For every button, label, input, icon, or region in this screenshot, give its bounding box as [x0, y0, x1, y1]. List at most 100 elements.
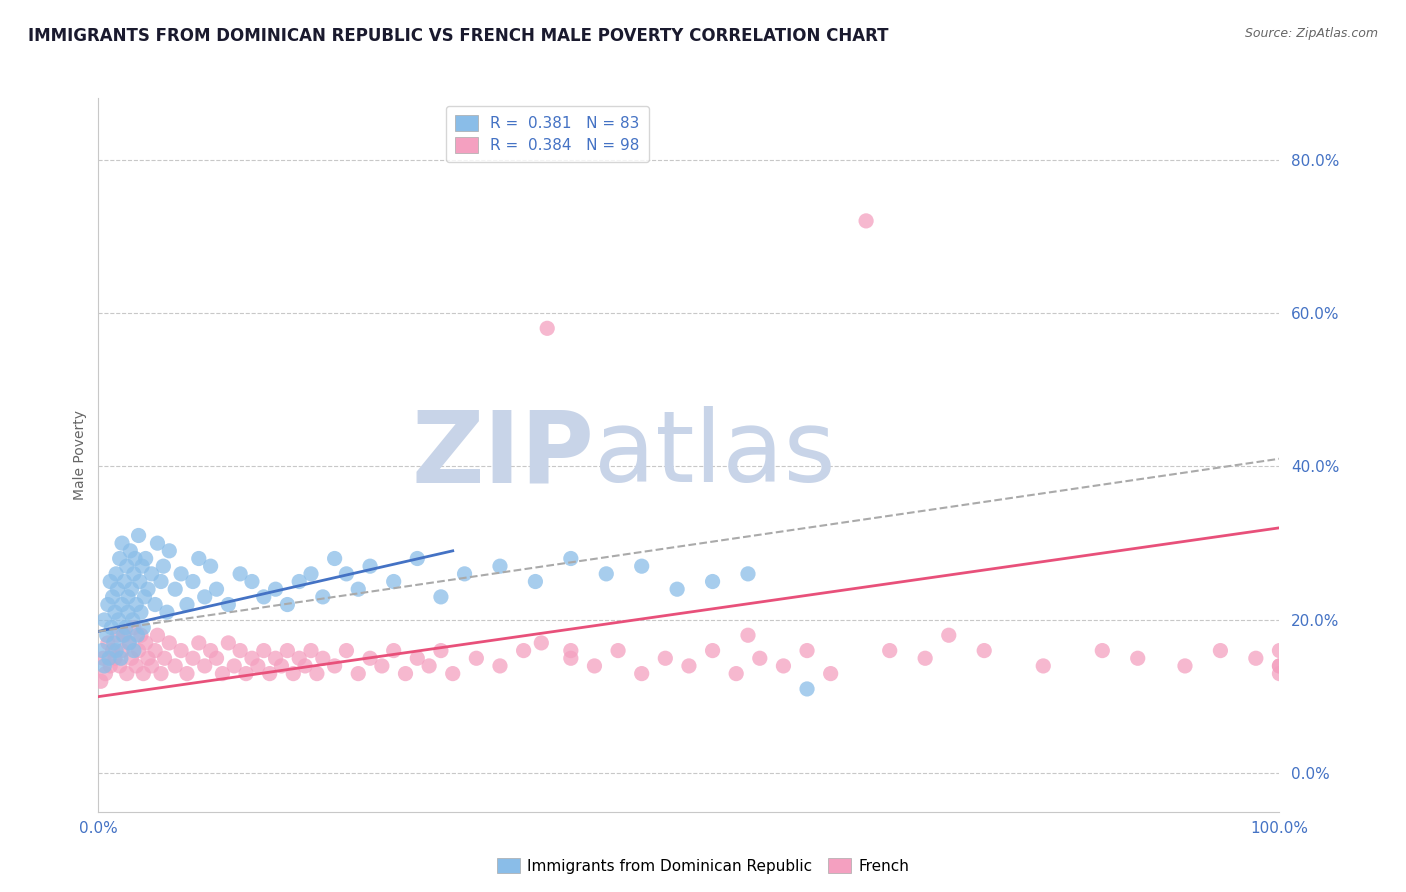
Point: [299, 643, 322, 657]
Point: [94, 666, 117, 681]
Point: [737, 628, 759, 642]
Point: [98, 659, 121, 673]
Point: [97, 598, 120, 612]
Point: [170, 643, 193, 657]
Point: [453, 566, 475, 581]
Point: [560, 643, 582, 657]
Point: [394, 666, 416, 681]
Point: [187, 636, 209, 650]
Point: [112, 574, 135, 589]
Point: [165, 582, 187, 597]
Point: [136, 582, 159, 597]
Point: [187, 551, 209, 566]
Point: [153, 651, 176, 665]
Point: [211, 666, 233, 681]
Point: [530, 636, 553, 650]
Point: [181, 574, 204, 589]
Point: [1244, 651, 1267, 665]
Point: [1091, 643, 1114, 657]
Point: [91, 651, 114, 665]
Point: [121, 582, 143, 597]
Point: [131, 559, 153, 574]
Point: [90, 674, 112, 689]
Point: [607, 643, 630, 657]
Point: [150, 666, 173, 681]
Text: atlas: atlas: [595, 407, 837, 503]
Point: [157, 636, 180, 650]
Point: [104, 651, 127, 665]
Point: [240, 651, 263, 665]
Point: [702, 574, 724, 589]
Point: [430, 643, 453, 657]
Point: [465, 651, 488, 665]
Point: [382, 574, 405, 589]
Point: [101, 590, 124, 604]
Point: [122, 621, 145, 635]
Point: [820, 666, 842, 681]
Point: [312, 651, 335, 665]
Point: [240, 574, 263, 589]
Point: [288, 574, 311, 589]
Point: [418, 659, 440, 673]
Point: [299, 566, 322, 581]
Point: [347, 582, 370, 597]
Point: [112, 628, 135, 642]
Point: [359, 559, 381, 574]
Point: [101, 643, 124, 657]
Point: [1209, 643, 1232, 657]
Point: [1174, 659, 1197, 673]
Point: [117, 590, 139, 604]
Point: [560, 651, 582, 665]
Point: [276, 598, 298, 612]
Point: [489, 559, 512, 574]
Point: [98, 651, 121, 665]
Point: [132, 666, 155, 681]
Point: [235, 666, 257, 681]
Point: [855, 214, 877, 228]
Point: [97, 636, 120, 650]
Point: [312, 590, 335, 604]
Point: [150, 574, 173, 589]
Point: [170, 566, 193, 581]
Point: [111, 536, 134, 550]
Point: [253, 590, 276, 604]
Point: [136, 651, 159, 665]
Point: [678, 659, 700, 673]
Point: [146, 628, 169, 642]
Point: [217, 636, 239, 650]
Point: [157, 544, 180, 558]
Point: [112, 628, 135, 642]
Point: [110, 651, 132, 665]
Point: [264, 582, 287, 597]
Point: [524, 574, 547, 589]
Point: [630, 559, 652, 574]
Point: [118, 636, 141, 650]
Point: [129, 605, 152, 619]
Point: [128, 643, 150, 657]
Point: [135, 636, 157, 650]
Point: [120, 544, 142, 558]
Point: [135, 551, 157, 566]
Point: [382, 643, 405, 657]
Point: [441, 666, 464, 681]
Point: [115, 559, 138, 574]
Point: [124, 551, 146, 566]
Point: [91, 643, 114, 657]
Point: [406, 551, 429, 566]
Point: [108, 551, 131, 566]
Point: [702, 643, 724, 657]
Point: [666, 582, 689, 597]
Point: [283, 666, 305, 681]
Point: [181, 651, 204, 665]
Point: [725, 666, 748, 681]
Point: [879, 643, 901, 657]
Point: [128, 528, 150, 542]
Text: IMMIGRANTS FROM DOMINICAN REPUBLIC VS FRENCH MALE POVERTY CORRELATION CHART: IMMIGRANTS FROM DOMINICAN REPUBLIC VS FR…: [28, 27, 889, 45]
Point: [347, 666, 370, 681]
Point: [335, 643, 357, 657]
Point: [121, 613, 143, 627]
Point: [165, 659, 187, 673]
Point: [127, 628, 149, 642]
Point: [406, 651, 429, 665]
Point: [104, 605, 127, 619]
